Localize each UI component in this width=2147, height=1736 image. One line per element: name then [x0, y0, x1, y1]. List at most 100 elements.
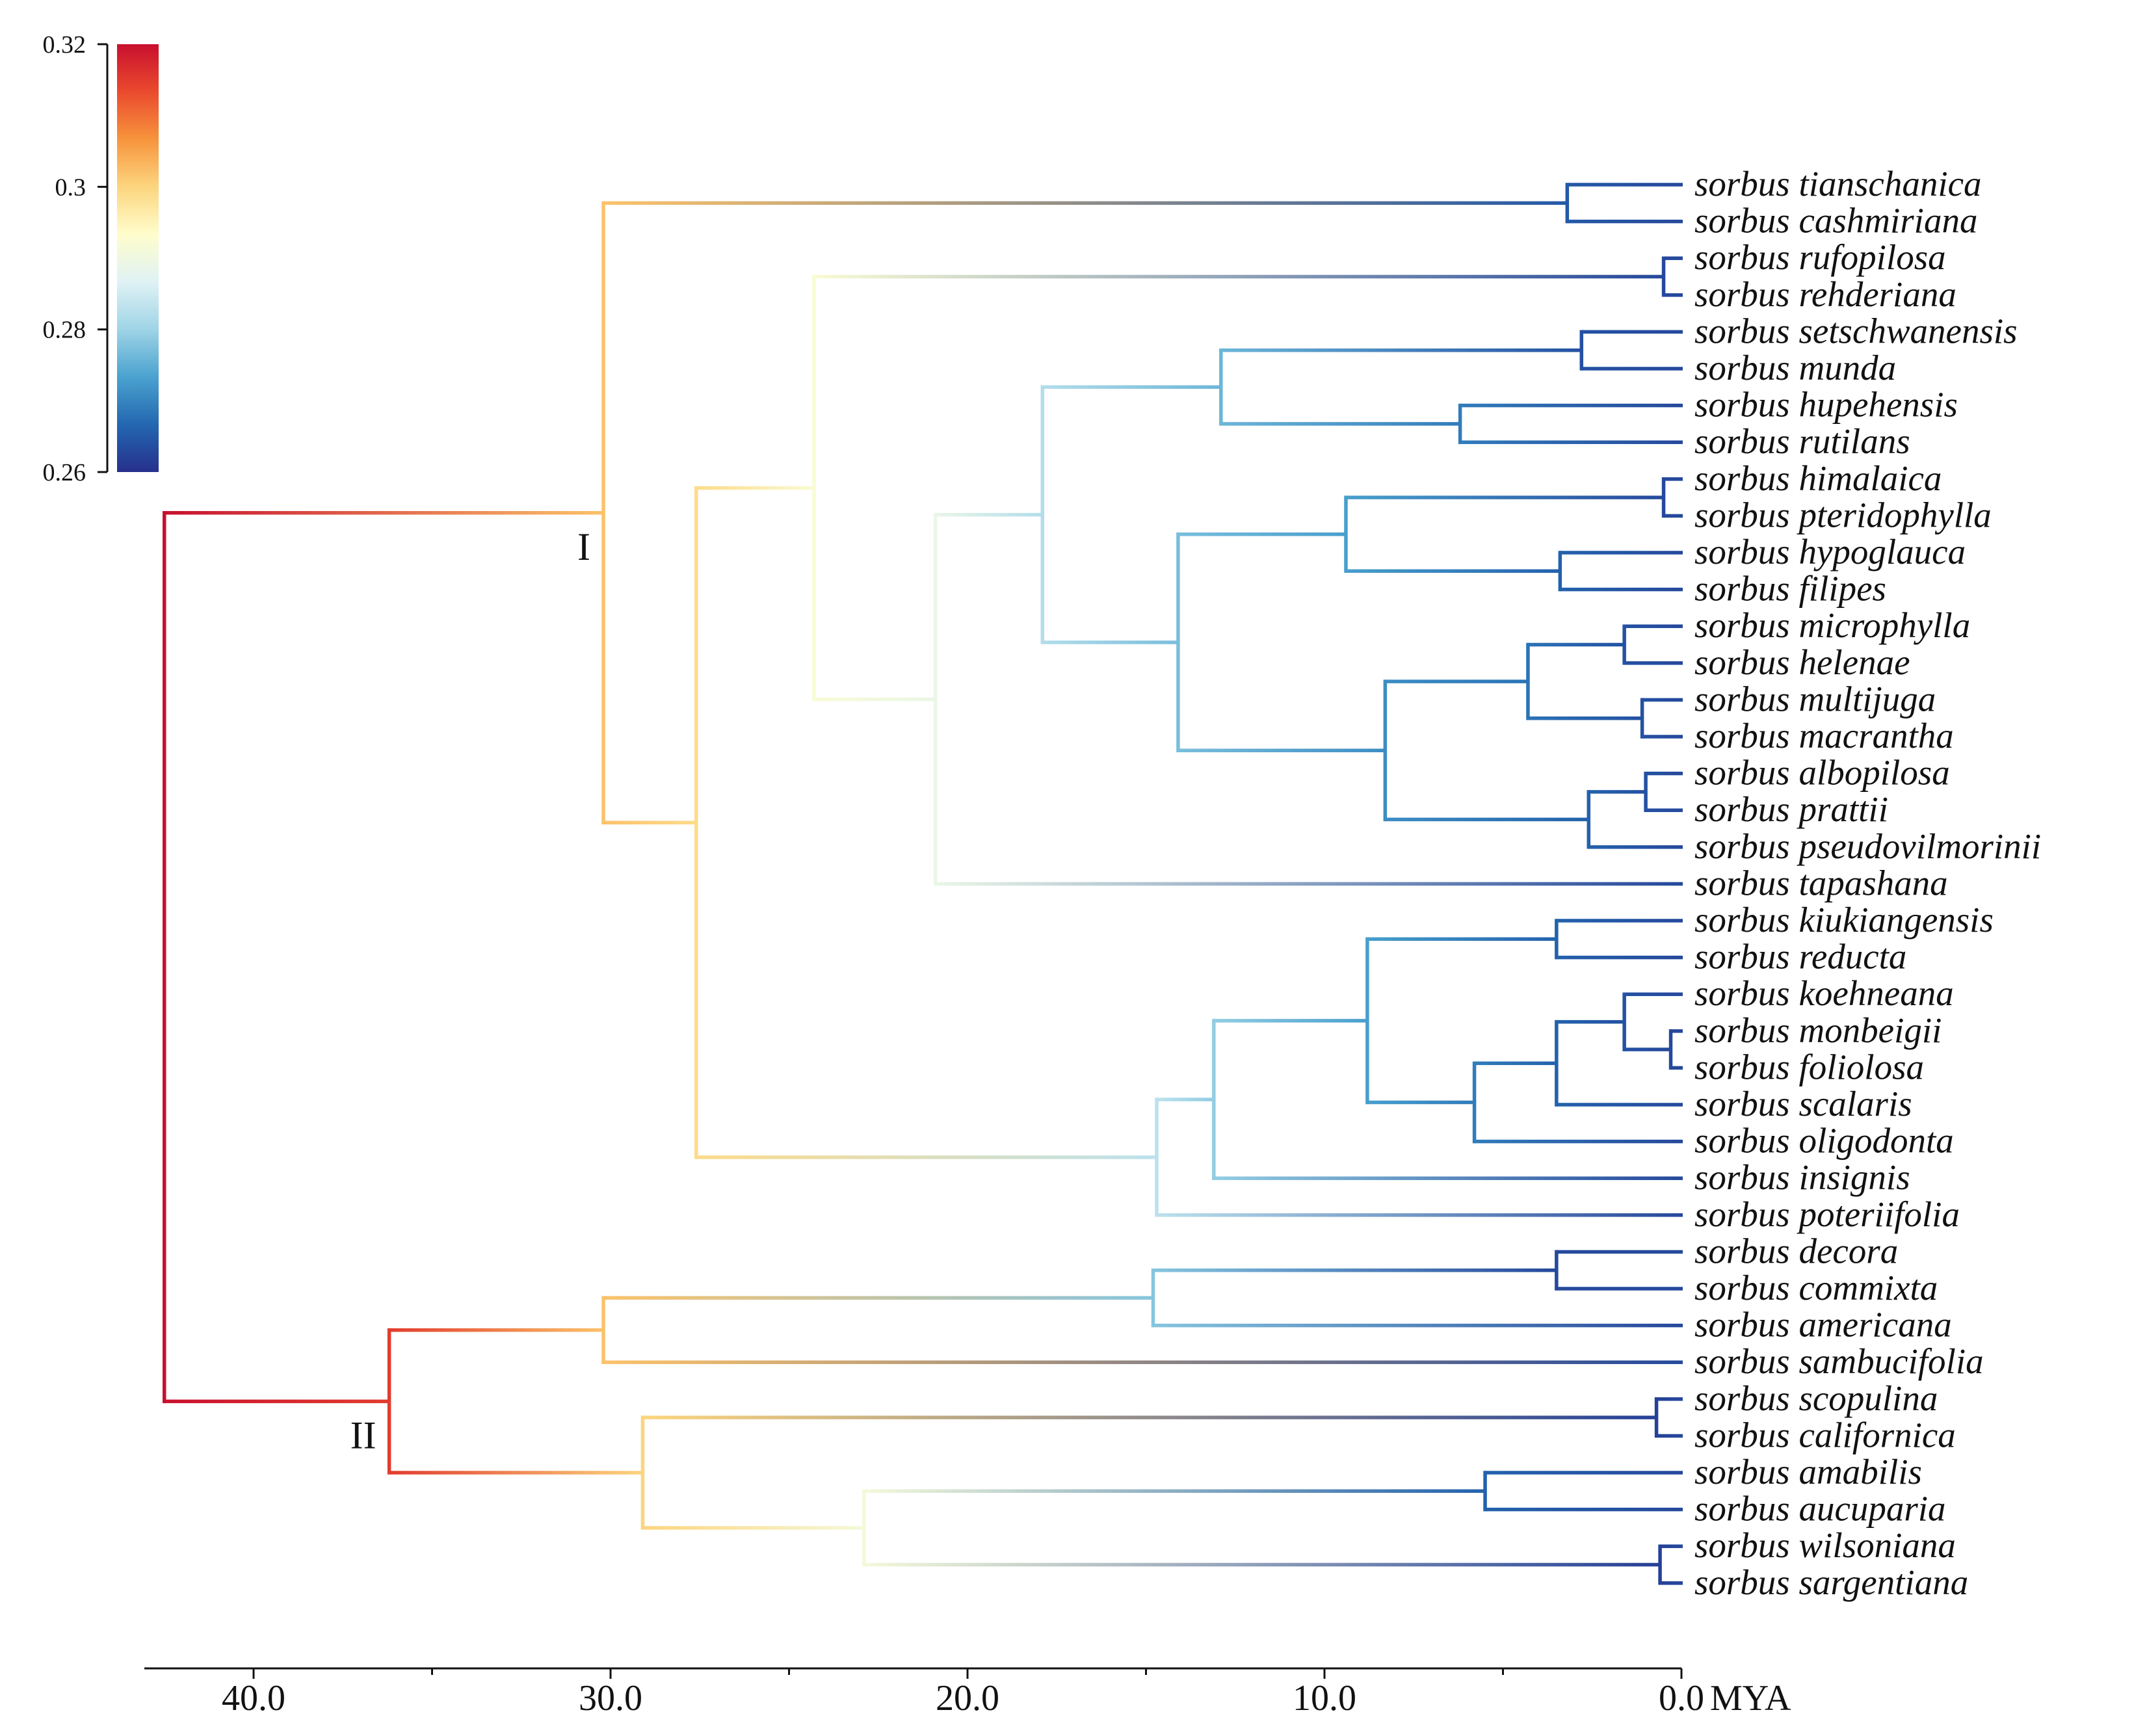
- tree-branch: [1178, 748, 1387, 752]
- time-axis-tick-label: 10.0: [1293, 1678, 1356, 1718]
- tree-branch: [1345, 495, 1665, 499]
- taxon-label: sorbus sambucifolia: [1694, 1341, 1984, 1381]
- tree-branch: [1220, 422, 1462, 426]
- colorbar-tick-label: 0.26: [43, 459, 86, 486]
- tree-branch: [1670, 1029, 1683, 1033]
- tree-branch: [1670, 1066, 1683, 1070]
- tree-branch: [1656, 1434, 1683, 1438]
- taxon-label: sorbus monbeigii: [1694, 1010, 1942, 1050]
- tree-branch: [1474, 1061, 1558, 1066]
- tree-branch: [1345, 569, 1562, 573]
- tree-branch: [603, 201, 1569, 205]
- taxon-label: sorbus sargentiana: [1694, 1562, 1968, 1602]
- time-axis-ticks: 40.0 30.0 20.0 10.0 0.0: [222, 1668, 1704, 1718]
- tree-branch: [1646, 808, 1683, 812]
- taxon-label: sorbus pteridophylla: [1694, 495, 1992, 534]
- tree-branch: [1042, 640, 1179, 644]
- taxon-label: sorbus foliolosa: [1694, 1047, 1924, 1086]
- colorbar-tick-label: 0.32: [43, 31, 86, 59]
- tree-branch: [1646, 771, 1683, 776]
- tree-branch: [863, 1562, 1662, 1567]
- taxon-label: sorbus oligodonta: [1694, 1121, 1954, 1161]
- tree-branch: [1485, 1507, 1683, 1512]
- tree-branch: [1660, 1581, 1683, 1585]
- taxon-label: sorbus rutilans: [1694, 421, 1910, 461]
- tree-branch: [1556, 1250, 1683, 1254]
- tree-branch: [1588, 845, 1683, 849]
- tree-branch: [1460, 440, 1683, 444]
- time-axis-unit: MYA: [1710, 1678, 1791, 1718]
- tree-branch: [1556, 1103, 1683, 1107]
- tree-branches: [163, 183, 1683, 1585]
- tree-branch: [1178, 532, 1347, 536]
- taxon-label: sorbus koehneana: [1694, 973, 1954, 1013]
- taxon-label: sorbus multijuga: [1694, 679, 1936, 718]
- taxon-label: sorbus aucuparia: [1694, 1489, 1946, 1529]
- tree-branch: [1656, 1397, 1683, 1401]
- taxon-label: sorbus poteriifolia: [1694, 1194, 1960, 1234]
- taxon-label: sorbus kiukiangensis: [1694, 900, 1994, 940]
- tree-branch: [935, 882, 1683, 886]
- tree-branch: [863, 1489, 1487, 1493]
- tree-branch: [603, 1296, 1155, 1300]
- tree-branch: [1220, 348, 1583, 352]
- taxon-label: sorbus microphylla: [1694, 605, 1970, 645]
- taxon-label: sorbus rehderiana: [1694, 274, 1956, 314]
- taxon-label: sorbus macrantha: [1694, 716, 1954, 756]
- tree-branch: [1527, 716, 1644, 720]
- tree-branch: [1527, 642, 1626, 647]
- tree-branch: [1663, 256, 1683, 260]
- tree-branch: [1460, 403, 1683, 408]
- taxon-label: sorbus prattii: [1694, 789, 1888, 829]
- tree-branch: [164, 511, 605, 515]
- colorbar-tick-label: 0.28: [43, 317, 86, 344]
- tree-branch: [1556, 1019, 1626, 1024]
- colorbar-ticks: 0.32 0.3 0.28 0.26: [43, 31, 107, 486]
- tree-branch: [696, 486, 815, 490]
- taxon-label: sorbus reducta: [1694, 937, 1906, 977]
- tree-branch: [813, 697, 937, 702]
- taxon-label: sorbus hypoglauca: [1694, 532, 1966, 572]
- taxon-label: sorbus setschwanensis: [1694, 311, 2018, 350]
- tree-branch: [1153, 1323, 1683, 1328]
- colorbar-gradient: [117, 44, 159, 472]
- time-axis-tick-label: 0.0: [1659, 1678, 1704, 1718]
- taxon-label: sorbus amabilis: [1694, 1452, 1922, 1492]
- tree-branch: [935, 512, 1044, 517]
- tree-branch: [1624, 624, 1683, 628]
- tree-branch: [603, 821, 698, 824]
- taxon-label: sorbus pseudovilmorinii: [1694, 826, 2041, 866]
- time-axis-tick-label: 40.0: [222, 1678, 285, 1718]
- taxon-label: sorbus americana: [1694, 1305, 1952, 1345]
- taxon-label: sorbus insignis: [1694, 1157, 1910, 1197]
- tree-branch: [1560, 551, 1683, 555]
- tree-branch: [1367, 1100, 1476, 1105]
- tree-branch: [1213, 1019, 1369, 1023]
- taxon-label: sorbus munda: [1694, 348, 1896, 388]
- tree-branch: [813, 274, 1665, 279]
- tree-branch: [1588, 790, 1648, 794]
- tree-branch: [696, 1155, 1158, 1159]
- tree-branch: [1624, 1047, 1672, 1051]
- rate-colorbar: 0.32 0.3 0.28 0.26: [43, 31, 159, 486]
- tree-branch: [1660, 1544, 1683, 1548]
- taxon-label: sorbus decora: [1694, 1231, 1898, 1270]
- taxon-label: sorbus wilsoniana: [1694, 1525, 1956, 1565]
- taxon-label: sorbus tapashana: [1694, 863, 1948, 902]
- tree-branch: [1556, 919, 1683, 923]
- tree-branch: [1663, 514, 1683, 518]
- tree-branch: [642, 1415, 1658, 1419]
- taxon-label: sorbus himalaica: [1694, 458, 1942, 498]
- clade-label: II: [350, 1414, 376, 1456]
- tree-branch: [1567, 219, 1683, 224]
- time-axis-tick-label: 20.0: [936, 1678, 999, 1718]
- colorbar-tick-label: 0.3: [55, 174, 86, 201]
- tree-branch: [1567, 183, 1683, 187]
- tree-branch: [1485, 1471, 1683, 1475]
- taxon-label: sorbus filipes: [1694, 569, 1886, 609]
- tree-branch: [1560, 587, 1683, 592]
- tree-branch: [1624, 992, 1683, 996]
- tree-branch: [1624, 661, 1683, 665]
- taxon-label: sorbus californica: [1694, 1415, 1956, 1454]
